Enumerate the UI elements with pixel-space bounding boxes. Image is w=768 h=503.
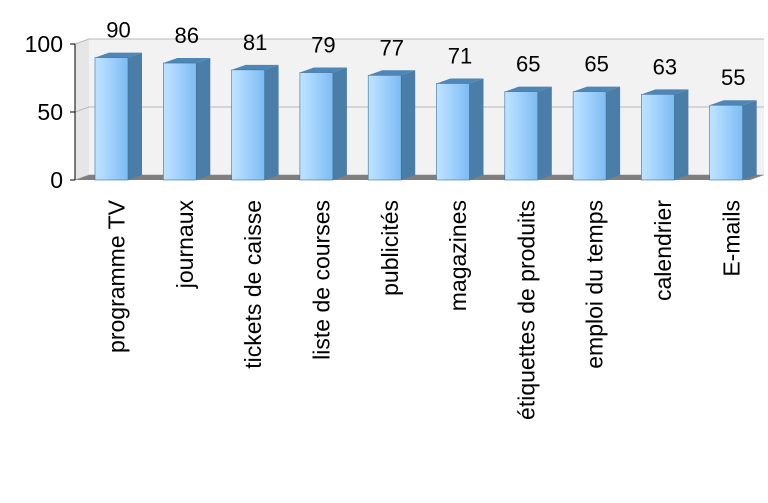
data-label-3: 81 xyxy=(243,30,267,55)
bar-front-face xyxy=(367,74,402,181)
bar-front-face xyxy=(709,104,744,181)
data-label-10: 55 xyxy=(721,65,745,90)
category-label-5: publicités xyxy=(377,200,403,296)
bar-side-face xyxy=(742,100,757,180)
category-label-2: journaux xyxy=(172,200,198,290)
bar-side-face xyxy=(196,58,211,180)
bar-side-face xyxy=(674,89,689,180)
bar-9 xyxy=(641,89,689,181)
gridline-100 xyxy=(74,38,764,45)
category-label-6: magazines xyxy=(445,200,471,311)
category-label-9: calendrier xyxy=(650,200,676,301)
y-tick-label-100: 100 xyxy=(25,31,63,57)
bar-front-face xyxy=(641,94,675,181)
y-axis: 0 50 100 xyxy=(25,31,76,193)
bar-front-face xyxy=(504,91,539,181)
bar-front-face xyxy=(572,91,607,181)
bar-2 xyxy=(163,58,211,181)
bar-front-face xyxy=(436,83,470,181)
bar-7 xyxy=(504,86,552,181)
bar-top-face xyxy=(231,64,279,70)
bar-top-face xyxy=(163,58,211,64)
data-label-8: 65 xyxy=(584,52,608,77)
data-label-6: 71 xyxy=(448,43,472,68)
bar-top-face xyxy=(299,67,347,73)
category-label-10: E-mails xyxy=(718,200,744,277)
bar-top-face xyxy=(95,52,142,58)
bar-side-face xyxy=(469,78,484,180)
bar-side-face xyxy=(332,67,347,180)
bar-top-face xyxy=(573,86,621,92)
data-label-5: 77 xyxy=(379,35,403,60)
bar-10 xyxy=(709,100,757,181)
bar-side-face xyxy=(264,64,279,180)
bar-8 xyxy=(572,86,621,181)
bar-front-face xyxy=(163,62,197,181)
bar-side-face xyxy=(606,86,621,180)
category-label-7: étiquettes de produits xyxy=(513,200,539,420)
y-tick-label-0: 0 xyxy=(50,167,63,193)
bar-1 xyxy=(94,52,142,181)
data-label-7: 65 xyxy=(516,52,540,77)
bar-3 xyxy=(231,64,279,181)
bar-top-face xyxy=(504,86,552,92)
bar-side-face xyxy=(128,52,142,180)
category-label-3: tickets de caisse xyxy=(240,200,266,369)
bar-4 xyxy=(299,67,347,181)
data-label-2: 86 xyxy=(175,23,199,48)
y-tick-label-50: 50 xyxy=(37,99,63,125)
bar-side-face xyxy=(401,70,416,180)
bar-side-face xyxy=(537,86,552,180)
category-label-4: liste de courses xyxy=(308,200,334,360)
bar-top-face xyxy=(641,89,689,95)
data-label-1: 90 xyxy=(106,18,130,43)
category-label-1: programme TV xyxy=(104,199,130,353)
data-labels: 90 86 81 79 77 71 65 65 63 55 xyxy=(106,18,745,91)
bars xyxy=(94,52,757,181)
bar-top-face xyxy=(436,78,484,84)
bar-6 xyxy=(436,78,484,181)
bar-top-face xyxy=(709,100,757,106)
bar-top-face xyxy=(368,70,416,76)
data-label-9: 63 xyxy=(653,54,677,79)
bar-front-face xyxy=(231,69,265,181)
category-label-8: emploi du temps xyxy=(582,200,608,369)
data-label-4: 79 xyxy=(311,33,335,58)
category-labels: programme TV journaux tickets de caisse lis… xyxy=(104,199,745,420)
bar-5 xyxy=(367,70,416,181)
bar-front-face xyxy=(94,57,129,181)
bar-front-face xyxy=(299,72,334,181)
